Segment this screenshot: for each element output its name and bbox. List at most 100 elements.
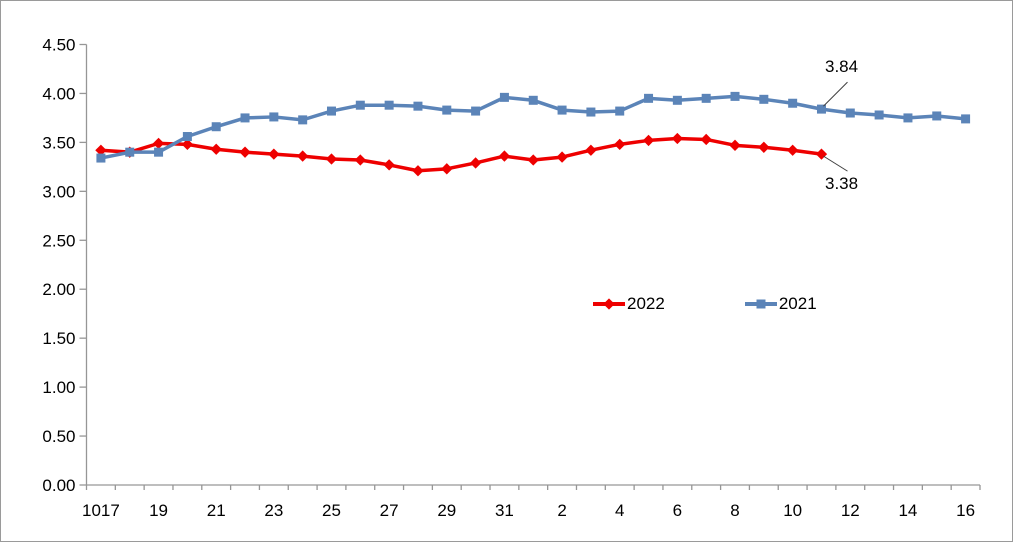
legend-item-2021: 2021	[744, 294, 817, 314]
x-tick-label: 12	[841, 501, 860, 520]
x-tick-label: 19	[149, 501, 168, 520]
x-axis-ticks	[85, 485, 981, 490]
x-tick-label: 16	[956, 501, 975, 520]
x-tick-label: 27	[380, 501, 399, 520]
square-marker-icon	[845, 108, 855, 118]
diamond-marker-icon	[181, 138, 194, 151]
square-marker-icon	[816, 104, 826, 114]
diamond-marker-icon	[671, 132, 684, 145]
square-marker-icon	[615, 106, 625, 116]
diamond-marker-icon	[585, 144, 597, 156]
square-marker-icon	[96, 153, 106, 163]
diamond-marker-icon	[603, 298, 615, 310]
data-label-2021-peak: 3.84	[825, 57, 859, 76]
series-line	[100, 136, 822, 173]
square-marker-icon	[701, 93, 711, 103]
square-marker-icon	[182, 132, 192, 142]
square-marker-icon	[961, 114, 971, 124]
square-marker-icon	[211, 122, 221, 132]
diamond-marker-icon	[441, 163, 453, 175]
diamond-marker-icon	[614, 138, 626, 151]
square-marker-icon	[240, 113, 250, 123]
y-tick-label: 4.00	[42, 84, 75, 103]
series-2021	[96, 91, 971, 163]
x-tick-label: 4	[615, 501, 624, 520]
diamond-marker-icon	[297, 150, 309, 162]
square-marker-icon	[672, 95, 682, 105]
data-label-2022-end: 3.38	[825, 174, 859, 193]
square-marker-icon	[298, 115, 308, 125]
square-marker-icon	[125, 147, 135, 157]
square-marker-icon	[499, 92, 509, 102]
diamond-marker-icon	[815, 148, 828, 160]
x-tick-label: 25	[322, 501, 341, 520]
annotation-leaders	[823, 81, 848, 172]
square-marker-icon	[932, 111, 942, 121]
diamond-marker-icon	[412, 165, 424, 177]
x-tick-label: 6	[673, 501, 682, 520]
x-tick-label: 8	[730, 501, 739, 520]
series-2022	[95, 132, 828, 177]
square-marker-icon	[154, 147, 164, 157]
diamond-marker-icon	[152, 137, 165, 150]
legend-swatch-2021	[744, 299, 777, 309]
legend-label-2021: 2021	[778, 294, 817, 313]
x-tick-label: 1017	[82, 501, 120, 520]
square-marker-icon	[874, 110, 884, 120]
y-tick-label: 2.00	[42, 280, 75, 299]
legend-label-2022: 2022	[627, 294, 665, 313]
y-tick-label: 1.50	[42, 329, 75, 348]
legend-swatch-2022	[593, 298, 625, 310]
square-marker-icon	[644, 93, 654, 103]
x-tick-label: 23	[264, 501, 283, 520]
diamond-marker-icon	[498, 150, 511, 162]
square-marker-icon	[471, 106, 481, 116]
y-tick-label: 0.00	[42, 476, 75, 495]
x-tick-label: 21	[207, 501, 226, 520]
diamond-marker-icon	[642, 134, 655, 147]
series-line	[100, 94, 966, 160]
square-marker-icon	[269, 112, 279, 122]
square-marker-icon	[557, 105, 567, 115]
diamond-marker-icon	[758, 141, 770, 153]
square-marker-icon	[413, 101, 423, 111]
diamond-marker-icon	[239, 146, 251, 158]
square-marker-icon	[586, 107, 596, 117]
diamond-marker-icon	[383, 159, 395, 171]
square-marker-icon	[759, 94, 769, 104]
square-marker-icon	[355, 100, 365, 110]
square-marker-icon	[788, 98, 798, 108]
diamond-marker-icon	[469, 157, 482, 169]
x-tick-label: 10	[783, 501, 802, 520]
y-tick-label: 3.50	[42, 133, 75, 152]
diamond-marker-icon	[354, 154, 366, 166]
diamond-marker-icon	[268, 148, 280, 160]
chart-legend: 2022 2021	[593, 294, 817, 314]
square-marker-icon	[756, 299, 766, 309]
y-tick-label: 1.00	[42, 378, 75, 397]
square-marker-icon	[326, 106, 336, 116]
square-marker-icon	[442, 105, 452, 115]
y-tick-label: 2.50	[42, 231, 75, 250]
y-tick-label: 0.50	[42, 427, 75, 446]
diamond-marker-icon	[527, 154, 539, 166]
diamond-marker-icon	[786, 144, 799, 156]
axes	[85, 44, 980, 486]
x-tick-label: 14	[898, 501, 917, 520]
x-tick-label: 29	[437, 501, 456, 520]
y-tick-label: 4.50	[42, 36, 75, 55]
y-axis-ticks: 0.00 0.50 1.00 1.50 2.00 2.50 3.00 3.50 4.00 4.50	[42, 36, 87, 495]
square-marker-icon	[730, 91, 740, 101]
legend-item-2022: 2022	[593, 294, 665, 314]
x-tick-label: 2	[557, 501, 566, 520]
diamond-marker-icon	[325, 153, 338, 165]
y-tick-label: 3.00	[42, 182, 75, 201]
square-marker-icon	[384, 100, 394, 110]
diamond-marker-icon	[210, 143, 222, 155]
diamond-marker-icon	[729, 139, 741, 151]
diamond-marker-icon	[700, 133, 712, 146]
x-tick-label: 31	[495, 501, 514, 520]
square-marker-icon	[903, 113, 913, 123]
